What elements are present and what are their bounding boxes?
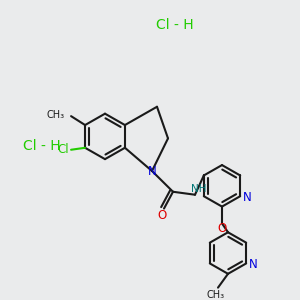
Text: O: O — [218, 222, 226, 235]
Text: CH₃: CH₃ — [47, 110, 65, 120]
Text: CH₃: CH₃ — [207, 290, 225, 300]
Text: Cl - H: Cl - H — [156, 18, 194, 32]
Text: Cl - H: Cl - H — [23, 139, 61, 153]
Text: Cl: Cl — [57, 143, 69, 156]
Text: NH: NH — [191, 184, 207, 194]
Text: N: N — [249, 258, 258, 271]
Text: N: N — [148, 164, 156, 178]
Text: O: O — [158, 209, 166, 222]
Text: N: N — [243, 191, 252, 204]
